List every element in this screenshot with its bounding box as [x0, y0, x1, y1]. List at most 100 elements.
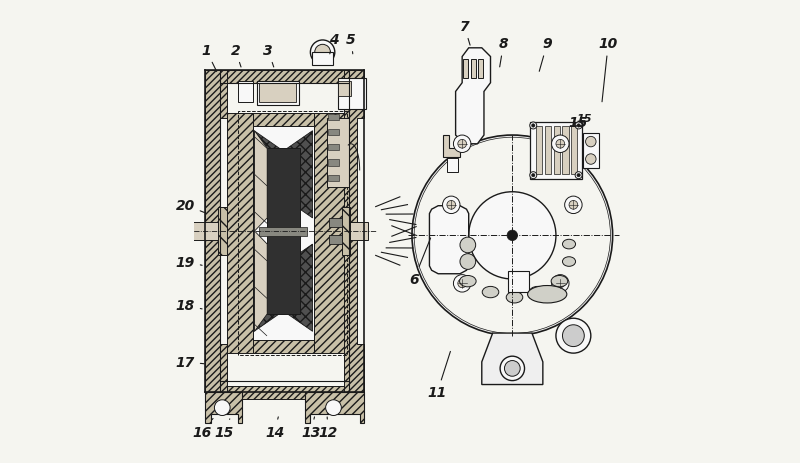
Circle shape: [562, 325, 584, 347]
Text: 8: 8: [498, 38, 509, 68]
Circle shape: [500, 357, 525, 381]
Circle shape: [565, 197, 582, 214]
Circle shape: [577, 174, 580, 177]
Bar: [328, 175, 339, 181]
Circle shape: [575, 123, 582, 130]
Polygon shape: [314, 114, 344, 353]
Polygon shape: [281, 244, 313, 332]
Bar: [259, 83, 297, 103]
Text: 5: 5: [346, 33, 356, 55]
Circle shape: [531, 174, 535, 177]
Bar: [328, 160, 339, 166]
Bar: [536, 127, 542, 175]
Text: 10: 10: [598, 38, 618, 102]
Circle shape: [469, 192, 556, 279]
Circle shape: [531, 125, 535, 128]
Circle shape: [586, 137, 596, 148]
Circle shape: [530, 172, 537, 179]
Polygon shape: [456, 49, 490, 144]
Polygon shape: [254, 232, 267, 332]
Circle shape: [530, 123, 537, 130]
Polygon shape: [254, 131, 286, 219]
Bar: [329, 236, 342, 244]
Text: 15: 15: [214, 419, 234, 438]
Bar: [338, 79, 366, 110]
Circle shape: [569, 201, 578, 210]
Text: 15: 15: [568, 116, 587, 130]
Polygon shape: [254, 131, 267, 232]
Circle shape: [458, 279, 466, 288]
Text: 1: 1: [202, 44, 217, 72]
Bar: [238, 81, 253, 103]
Bar: [328, 114, 339, 120]
Bar: [583, 134, 598, 169]
Polygon shape: [430, 206, 469, 274]
Polygon shape: [254, 244, 286, 332]
Text: 11: 11: [428, 352, 450, 400]
Bar: [267, 149, 300, 314]
Ellipse shape: [562, 240, 575, 250]
Text: 6: 6: [410, 238, 430, 286]
Ellipse shape: [482, 287, 498, 298]
Polygon shape: [259, 227, 307, 237]
Text: 2: 2: [230, 44, 241, 68]
Circle shape: [326, 400, 342, 416]
Ellipse shape: [530, 287, 546, 298]
Ellipse shape: [551, 276, 568, 287]
Bar: [342, 223, 368, 240]
Text: 15: 15: [577, 114, 592, 124]
Bar: [329, 219, 342, 227]
Polygon shape: [281, 131, 313, 219]
Bar: [178, 213, 192, 250]
Polygon shape: [226, 114, 253, 353]
Polygon shape: [482, 333, 543, 385]
Bar: [554, 127, 560, 175]
Polygon shape: [218, 70, 351, 83]
Text: 3: 3: [263, 44, 274, 68]
Text: 12: 12: [318, 417, 338, 438]
Bar: [463, 60, 468, 79]
Bar: [190, 223, 220, 240]
Circle shape: [310, 41, 334, 65]
Polygon shape: [344, 70, 364, 393]
Bar: [530, 123, 582, 179]
Bar: [471, 60, 476, 79]
Text: 7: 7: [459, 20, 470, 46]
Circle shape: [556, 140, 565, 149]
Polygon shape: [218, 386, 351, 399]
Text: 4: 4: [329, 33, 338, 55]
Bar: [218, 207, 226, 256]
Circle shape: [458, 140, 466, 149]
Text: 13: 13: [301, 417, 321, 438]
Circle shape: [586, 155, 596, 165]
Bar: [257, 81, 298, 105]
Text: 18: 18: [175, 299, 202, 313]
Bar: [253, 127, 314, 340]
Bar: [328, 145, 339, 151]
Circle shape: [314, 45, 330, 61]
Ellipse shape: [527, 286, 567, 303]
Bar: [478, 60, 483, 79]
Polygon shape: [205, 70, 226, 393]
Text: 20: 20: [175, 199, 205, 213]
Bar: [342, 207, 350, 256]
Circle shape: [556, 319, 591, 353]
Circle shape: [442, 197, 460, 214]
Circle shape: [454, 136, 471, 153]
Text: 9: 9: [539, 38, 552, 72]
Bar: [545, 127, 551, 175]
Circle shape: [412, 136, 613, 336]
Circle shape: [577, 125, 580, 128]
Bar: [571, 127, 578, 175]
Polygon shape: [205, 392, 242, 423]
Text: 17: 17: [175, 355, 204, 369]
Polygon shape: [253, 340, 314, 353]
Bar: [338, 81, 351, 97]
Polygon shape: [253, 114, 314, 127]
Circle shape: [505, 361, 520, 376]
Circle shape: [460, 238, 476, 253]
Circle shape: [575, 172, 582, 179]
Bar: [447, 159, 458, 173]
Circle shape: [414, 138, 610, 334]
Polygon shape: [508, 271, 529, 293]
